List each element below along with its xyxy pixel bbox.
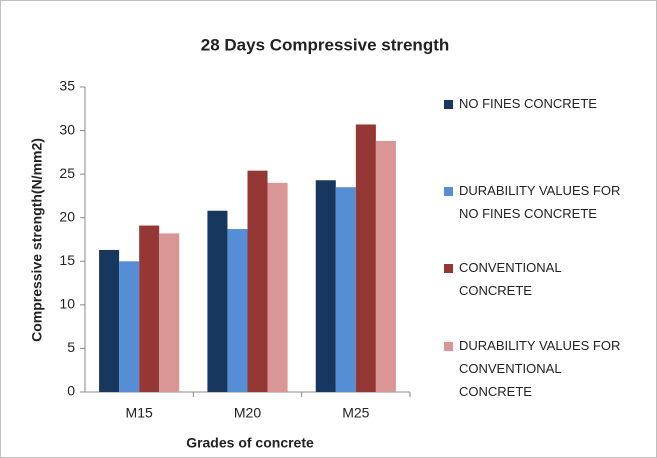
y-tick-label: 0 (67, 383, 75, 399)
y-tick-label: 25 (59, 165, 75, 181)
legend-label: NO FINES CONCRETE (459, 96, 597, 111)
bar (99, 249, 120, 392)
bar (247, 170, 268, 392)
x-tick-label: M20 (234, 405, 261, 421)
legend-item: DURABILITY VALUES FOR CONVENTIONAL CONCR… (444, 334, 634, 403)
legend-swatch (444, 100, 453, 109)
x-axis-title: Grades of concrete (186, 435, 314, 451)
legend-item: NO FINES CONCRETE (444, 92, 634, 115)
bar (227, 229, 248, 392)
x-tick-label: M15 (126, 405, 153, 421)
bar (335, 187, 356, 392)
legend-item: DURABILITY VALUES FOR NO FINES CONCRETE (444, 179, 634, 225)
legend-swatch (444, 342, 453, 351)
bar (355, 124, 376, 392)
y-axis-title: Compressive strength(N/mm2) (29, 138, 45, 342)
legend-swatch (444, 264, 453, 273)
legend-label: DURABILITY VALUES FOR NO FINES CONCRETE (459, 183, 621, 221)
legend-label: CONVENTIONAL CONCRETE (459, 260, 562, 298)
bar (315, 180, 336, 392)
y-tick-label: 20 (59, 208, 75, 224)
legend-item: CONVENTIONAL CONCRETE (444, 256, 634, 302)
y-tick-label: 15 (59, 252, 75, 268)
legend-label: DURABILITY VALUES FOR CONVENTIONAL CONCR… (459, 338, 621, 399)
legend-swatch (444, 187, 453, 196)
y-tick-label: 5 (67, 339, 75, 355)
y-tick-label: 30 (59, 121, 75, 137)
bar (267, 182, 288, 392)
bar (375, 141, 396, 392)
y-tick-label: 10 (59, 296, 75, 312)
bar (119, 261, 140, 392)
x-tick-label: M25 (342, 405, 369, 421)
bar (207, 210, 228, 392)
bar (139, 225, 160, 392)
chart-title: 28 Days Compressive strength (201, 35, 450, 54)
bar (159, 233, 180, 392)
y-tick-label: 35 (59, 78, 75, 94)
